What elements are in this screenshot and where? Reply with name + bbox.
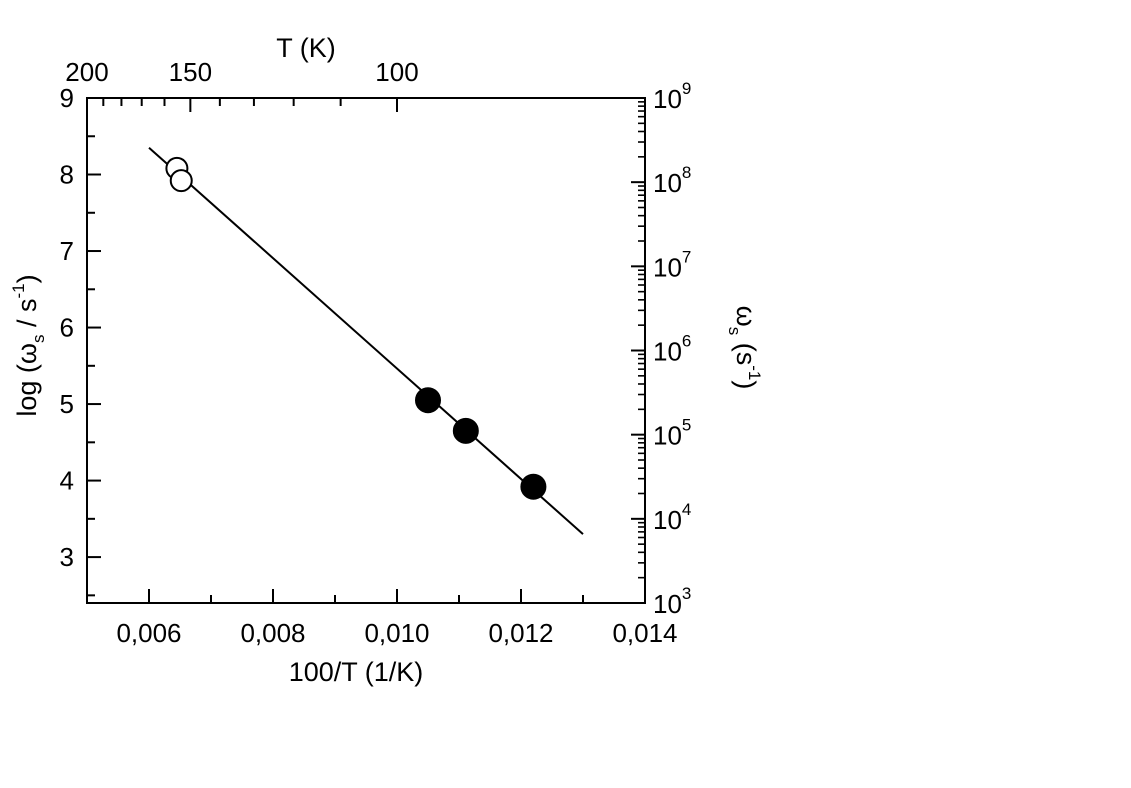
top-tick-label: 100: [375, 57, 418, 87]
top-tick-label: 200: [65, 57, 108, 87]
y-tick-label: 5: [60, 389, 74, 419]
data-point-filled: [520, 473, 547, 500]
y-tick-label: 6: [60, 313, 74, 343]
data-point-open: [169, 169, 193, 193]
right-tick-label: 107: [653, 247, 691, 282]
y-tick-label: 4: [60, 466, 74, 496]
x-tick-label: 0,010: [364, 618, 429, 648]
right-tick-label: 108: [653, 163, 691, 198]
right-tick-label: 103: [653, 584, 691, 619]
plot-area: 0,006 0,008 0,010 0,012 0,014 200 150 100 3 4 5 6 7 8…: [9, 33, 764, 687]
y-axis-title-right: ωs (s-1): [725, 306, 764, 390]
top-axis-title: T (K): [276, 33, 336, 63]
right-tick-label: 109: [653, 79, 691, 114]
right-tick-label: 104: [653, 500, 691, 535]
right-tick-label: 106: [653, 332, 691, 367]
y-tick-label: 8: [60, 160, 74, 190]
x-tick-label: 0,014: [612, 618, 677, 648]
right-tick-label: 105: [653, 416, 691, 451]
x-tick-label: 0,006: [116, 618, 181, 648]
y-tick-label: 7: [60, 236, 74, 266]
fit-line: [148, 146, 584, 535]
x-tick-label: 0,008: [240, 618, 305, 648]
y-tick-label: 3: [60, 542, 74, 572]
y-axis-title-left: log (ωs / s-1): [9, 274, 48, 416]
data-point-filled: [452, 417, 479, 444]
data-point-filled: [415, 387, 441, 414]
x-axis-title: 100/T (1/K): [289, 657, 424, 687]
y-tick-label: 9: [60, 83, 74, 113]
top-tick-label: 150: [169, 57, 212, 87]
x-tick-label: 0,012: [488, 618, 553, 648]
